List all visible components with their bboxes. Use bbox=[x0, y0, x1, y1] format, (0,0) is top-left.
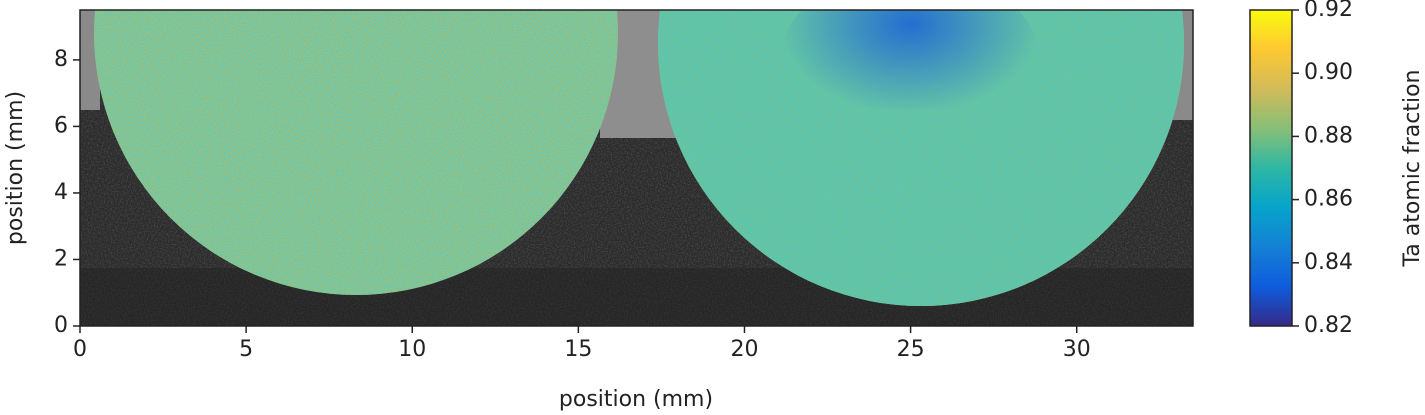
x-tick-label: 0 bbox=[73, 337, 87, 362]
y-tick-label: 0 bbox=[54, 313, 68, 338]
x-tick-label: 25 bbox=[897, 337, 925, 362]
y-axis-label: position (mm) bbox=[3, 91, 28, 245]
x-tick-label: 5 bbox=[239, 337, 253, 362]
y-tick-label: 6 bbox=[54, 113, 68, 138]
colorbar-tick-label: 0.92 bbox=[1304, 0, 1353, 22]
x-tick-label: 20 bbox=[730, 337, 758, 362]
y-tick-label: 8 bbox=[54, 47, 68, 72]
plot-frame bbox=[79, 9, 1194, 327]
colorbar-tick-label: 0.84 bbox=[1304, 250, 1353, 275]
x-tick-label: 10 bbox=[398, 337, 426, 362]
x-tick-label: 30 bbox=[1063, 337, 1091, 362]
colorbar-tick-label: 0.90 bbox=[1304, 60, 1353, 85]
colorbar-label: Ta atomic fraction bbox=[1400, 70, 1425, 268]
colorbar-tick-label: 0.86 bbox=[1304, 187, 1353, 212]
x-axis-label: position (mm) bbox=[559, 387, 713, 412]
image bbox=[80, 10, 1193, 326]
y-tick-label: 2 bbox=[54, 246, 68, 271]
y-tick-label: 4 bbox=[54, 180, 68, 205]
colorbar bbox=[1249, 9, 1293, 327]
colorbar-tick-label: 0.82 bbox=[1304, 313, 1353, 338]
x-tick-label: 15 bbox=[564, 337, 592, 362]
colorbar-tick-label: 0.88 bbox=[1304, 123, 1353, 148]
